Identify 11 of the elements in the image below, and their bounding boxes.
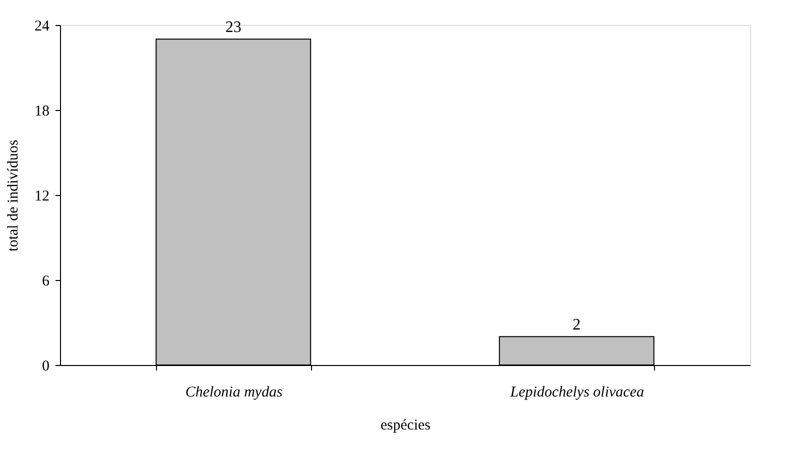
data-label: 23 [225, 19, 242, 36]
x-tick-label: Chelonia mydas [185, 384, 283, 400]
data-label: 2 [572, 316, 581, 334]
y-tick-label: 0 [42, 358, 50, 374]
y-tick-label: 24 [34, 18, 50, 34]
y-tick-label: 12 [34, 188, 50, 204]
y-tick-label: 18 [34, 104, 50, 120]
x-axis-title: espécies [380, 418, 431, 434]
y-axis-title: total de indivíduos [6, 140, 22, 252]
x-tick-label: Lepidochelys olivacea [509, 384, 644, 400]
y-tick-label: 6 [42, 274, 50, 290]
